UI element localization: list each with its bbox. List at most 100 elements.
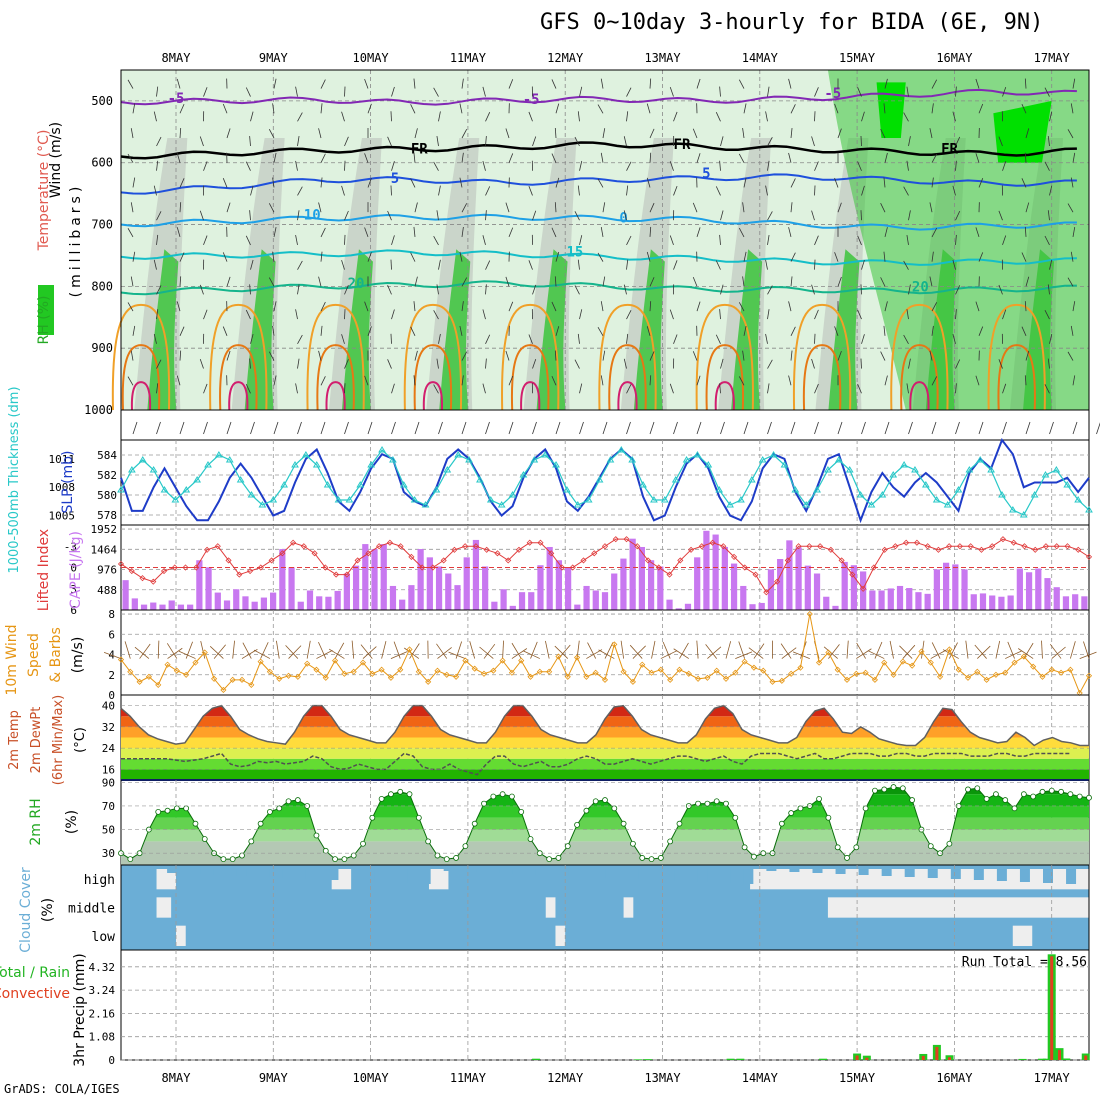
wind-barb [742, 350, 745, 361]
isotherm-35-loop [325, 381, 346, 411]
wind-barb [436, 136, 439, 147]
isotherm-35-loop [228, 381, 249, 411]
isotherm-label: 5 [702, 166, 710, 182]
cape-bar [850, 565, 858, 610]
wind-barb [626, 333, 629, 344]
wind-barb [344, 285, 349, 295]
surface-wind-barb [253, 649, 271, 659]
surface-wind-barb [545, 640, 550, 659]
rh-point [546, 856, 553, 862]
wind-speed-point [1002, 669, 1009, 676]
wind-barb [554, 276, 557, 287]
temp-band [121, 748, 1089, 759]
lifted-index-point [160, 567, 168, 575]
temp-band [121, 726, 1089, 738]
wind-barb [1070, 251, 1074, 262]
wind-speed-point [201, 649, 208, 656]
thickness-tick-label: 584 [97, 449, 117, 462]
wind-barb [1072, 375, 1076, 386]
rh-point [1058, 788, 1064, 795]
lifted-index-tick-label: 3 [70, 583, 77, 596]
lifted-index-point [687, 546, 695, 553]
rh-point [630, 840, 636, 847]
isotherm-label: -5 [523, 92, 540, 108]
cape-bar [795, 547, 802, 610]
bottom-date-label-10MAY: 10MAY [353, 1071, 390, 1085]
wind-barb [528, 334, 533, 344]
wind-speed-point [117, 656, 125, 663]
rh-point [899, 785, 906, 792]
surface-wind-barb [511, 648, 528, 659]
wind-speed-point [350, 668, 357, 675]
wind-barb [461, 226, 464, 237]
lifted-index-point [386, 539, 393, 546]
wind-barb [153, 185, 157, 196]
wind-barb [297, 260, 303, 270]
wind-barb [577, 185, 580, 196]
precip-convective-bar [1050, 956, 1054, 1060]
rh-point [592, 798, 599, 805]
thickness-point [530, 456, 539, 463]
cloud-high-cell [144, 869, 155, 872]
wind-barb [391, 161, 395, 171]
wind-barb [273, 301, 277, 312]
rh-point [471, 820, 478, 827]
wind-barb [1044, 87, 1050, 97]
bottom-date-label-14MAY: 14MAY [742, 1071, 779, 1085]
wind-barb [364, 79, 369, 89]
thickness-point [802, 501, 811, 508]
wind-speed-point [490, 667, 497, 674]
wind-barb [222, 178, 228, 188]
wind-barb [811, 136, 815, 147]
isotherm-25-loop [598, 303, 657, 411]
wind-barb [814, 333, 816, 344]
isotherm-label: 5 [391, 171, 399, 187]
cape-bar [297, 601, 304, 610]
wind-barb [1047, 136, 1050, 147]
rh-tick-label: 50 [102, 824, 115, 837]
wind-barb [906, 309, 909, 320]
wind-barb [320, 325, 323, 336]
precip-tick-label: 0 [108, 1054, 115, 1067]
wind-barb [696, 227, 701, 238]
wind-barb [1024, 375, 1027, 386]
rh-point [378, 795, 385, 802]
surface-wind-barb [1023, 642, 1034, 659]
precip-total-bar [643, 1059, 652, 1060]
lifted-index-point [978, 546, 985, 553]
isotherm-30-loop [219, 344, 258, 411]
cross-section-ylabel: Temperature (°C) [36, 130, 52, 252]
wind-barb [1024, 78, 1027, 89]
cloud-high-cell [121, 869, 131, 871]
wind-barb [574, 136, 580, 147]
wind-barb [790, 421, 796, 435]
wind-barb [673, 185, 678, 196]
wind-barb [860, 135, 862, 147]
wind-barb [929, 202, 933, 213]
cape-bar [1035, 568, 1042, 610]
surface-wind-barb [780, 643, 792, 659]
rh-point [723, 800, 729, 807]
isotherm-25-loop [501, 303, 560, 411]
wind-barb [669, 161, 674, 171]
wind-barb [597, 178, 604, 188]
wind-barb [626, 161, 632, 171]
wind-barb [955, 421, 960, 435]
wind-speed-point [211, 675, 218, 682]
wind-barb [156, 285, 162, 295]
surface-wind-barb [651, 640, 656, 659]
cloud-high-cell [582, 869, 592, 877]
isotherm-25-loop [403, 303, 463, 411]
wind-barb [482, 235, 486, 246]
cape-bar [601, 592, 609, 610]
surface-wind-barb [586, 649, 603, 659]
rh-point [704, 800, 711, 807]
rh-point [313, 832, 320, 839]
thickness-point [976, 456, 985, 463]
surface-wind-barb [178, 650, 196, 659]
wind-barb [1067, 277, 1074, 287]
wind-barb [811, 358, 815, 369]
cape-bar [657, 566, 664, 610]
wind-barb [272, 325, 275, 336]
lifted-index-point [300, 543, 307, 550]
